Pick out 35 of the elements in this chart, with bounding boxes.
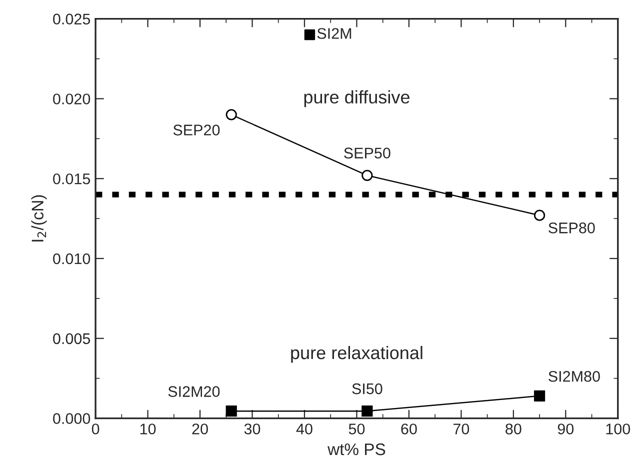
annotation: SI50 (352, 383, 382, 394)
annotation: SEP50 (344, 148, 390, 158)
y-tick-label: 0.015 (53, 173, 90, 184)
x-tick-label: 40 (296, 424, 312, 434)
annotation: pure diffusive (304, 90, 410, 108)
point (226, 406, 237, 417)
x-tick-label: 50 (348, 424, 365, 434)
x-tick-label: 90 (558, 424, 574, 434)
annotation: SI2M20 (168, 386, 220, 397)
annotation: pure relaxational (291, 346, 422, 363)
annotation: SI2M80 (548, 370, 600, 382)
point (534, 390, 546, 402)
y-tick-label: 0.020 (53, 94, 90, 104)
x-tick-label: 60 (401, 424, 417, 434)
x-tick-label: 0 (92, 424, 100, 434)
y-axis-title: I$_{2}$/(cN) (31, 195, 47, 242)
point (362, 406, 373, 417)
annotation: SI2M (317, 28, 352, 39)
point (226, 109, 237, 120)
point (534, 210, 546, 221)
annotation: SEP80 (548, 222, 595, 234)
x-axis-title: wt% PS (328, 443, 386, 456)
y-tick-label: 0.000 (53, 413, 90, 424)
y-tick-label: 0.025 (53, 14, 90, 24)
point (304, 29, 316, 40)
x-tick-label: 20 (192, 424, 208, 434)
x-tick-label: 30 (244, 424, 260, 434)
y-tick-label: 0.005 (53, 333, 90, 344)
point (362, 170, 373, 181)
x-tick-label: 100 (606, 424, 630, 434)
annotation: SEP20 (173, 124, 220, 136)
x-tick-label: 70 (453, 424, 470, 434)
x-tick-label: 10 (140, 424, 156, 434)
y-tick-label: 0.010 (53, 253, 90, 264)
x-tick-label: 80 (506, 424, 522, 434)
